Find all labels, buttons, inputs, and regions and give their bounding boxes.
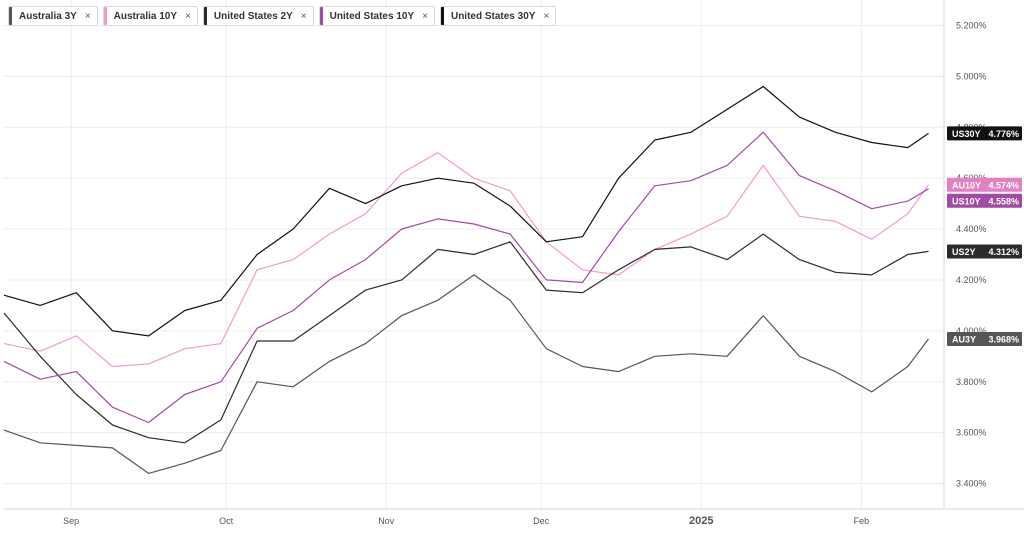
series-line	[3, 131, 929, 424]
legend-label: United States 30Y	[450, 10, 536, 22]
close-icon[interactable]: ×	[300, 10, 307, 22]
legend-label: United States 10Y	[329, 10, 415, 22]
y-tick-label: 3.400%	[956, 479, 987, 489]
series-line	[3, 274, 929, 474]
series-line	[3, 85, 929, 337]
y-tick-label: 4.200%	[956, 275, 987, 285]
y-tick-label: 3.600%	[956, 428, 987, 438]
legend-label: United States 2Y	[213, 10, 293, 22]
x-tick-label: Feb	[854, 516, 870, 526]
legend-chip[interactable]: United States 2Y ×	[202, 6, 314, 26]
last-value-ticker: US2Y	[952, 247, 976, 257]
last-value-tag	[947, 126, 1022, 141]
last-value-tag	[947, 193, 1022, 208]
series-line	[3, 152, 929, 368]
last-value-label: 4.776%	[988, 129, 1019, 139]
last-value-ticker: US10Y	[952, 196, 981, 206]
legend-chip[interactable]: Australia 3Y ×	[8, 6, 98, 26]
legend-swatch	[9, 7, 12, 25]
legend-chip[interactable]: Australia 10Y ×	[102, 6, 198, 26]
last-value-label: 4.574%	[988, 180, 1019, 190]
legend-swatch	[203, 7, 207, 25]
legend-label: Australia 3Y	[19, 10, 77, 22]
last-value-tag	[947, 331, 1022, 346]
x-tick-label: Dec	[533, 516, 550, 526]
legend-chip[interactable]: United States 30Y ×	[439, 6, 557, 26]
legend-label: Australia 10Y	[113, 10, 178, 22]
last-value-label: 4.558%	[988, 196, 1019, 206]
close-icon[interactable]: ×	[84, 10, 91, 22]
last-value-label: 3.968%	[988, 334, 1019, 344]
close-icon[interactable]: ×	[543, 10, 550, 22]
last-value-ticker: US30Y	[952, 129, 981, 139]
last-value-tag	[947, 244, 1022, 259]
x-tick-label: 2025	[689, 515, 713, 527]
x-tick-label: Sep	[63, 516, 79, 526]
last-value-tag	[947, 177, 1022, 192]
legend: Australia 3Y × Australia 10Y × United States…	[8, 6, 557, 26]
x-tick-label: Nov	[378, 516, 395, 526]
close-icon[interactable]: ×	[185, 10, 191, 22]
x-tick-label: Oct	[219, 516, 234, 526]
last-value-ticker: AU10Y	[952, 180, 981, 190]
y-tick-label: 4.000%	[956, 326, 987, 336]
legend-swatch	[319, 7, 323, 25]
series-line	[3, 233, 929, 444]
y-tick-label: 5.200%	[956, 20, 987, 30]
last-value-ticker: AU3Y	[952, 334, 976, 344]
y-tick-label: 5.000%	[956, 71, 987, 81]
close-icon[interactable]: ×	[422, 10, 428, 22]
legend-chip[interactable]: United States 10Y ×	[318, 6, 435, 26]
last-value-label: 4.312%	[988, 247, 1019, 257]
legend-swatch	[103, 7, 107, 25]
legend-swatch	[440, 7, 444, 25]
y-tick-label: 4.400%	[956, 224, 987, 234]
y-tick-label: 3.800%	[956, 377, 987, 387]
